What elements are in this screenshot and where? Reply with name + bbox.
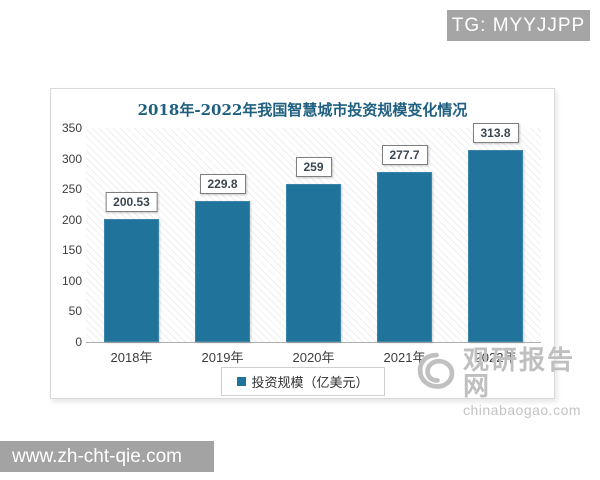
x-tick-label: 2021年 bbox=[383, 350, 426, 365]
bar-value-label: 259 bbox=[295, 156, 332, 177]
y-tick-label: 200 bbox=[61, 212, 82, 227]
site-banner: www.zh-cht-qie.com bbox=[0, 441, 214, 472]
x-tick-label: 2022年 bbox=[474, 350, 517, 365]
x-tick-label: 2018年 bbox=[110, 350, 153, 365]
y-tick-label: 100 bbox=[61, 273, 82, 288]
bar bbox=[468, 150, 523, 342]
y-tick-label: 300 bbox=[61, 151, 82, 166]
y-tick-label: 50 bbox=[68, 304, 82, 319]
y-tick-label: 0 bbox=[75, 335, 82, 349]
bar-value-label: 200.53 bbox=[105, 191, 158, 212]
bar bbox=[195, 201, 250, 342]
legend-label: 投资规模（亿美元） bbox=[251, 375, 369, 390]
y-axis: 0 50 100 150 200 250 300 350 bbox=[51, 122, 82, 348]
plot-area: 200.53 229.8 259 277.7 313.8 bbox=[86, 122, 541, 343]
tg-badge-text: TG: MYYJJPP bbox=[451, 14, 586, 36]
tg-badge: TG: MYYJJPP bbox=[447, 10, 590, 41]
chart-title: 2018年-2022年我国智慧城市投资规模变化情况 bbox=[137, 101, 468, 119]
watermark-domain: chinabaogao.com bbox=[463, 402, 582, 418]
bar bbox=[377, 172, 432, 342]
x-tick-label: 2019年 bbox=[201, 350, 244, 365]
x-axis: 2018年 2019年 2020年 2021年 2022年 bbox=[86, 347, 541, 365]
legend-swatch-icon bbox=[236, 377, 246, 386]
legend: 投资规模（亿美元） bbox=[220, 367, 385, 396]
chart-card: 2018年-2022年我国智慧城市投资规模变化情况 0 50 100 150 200 25… bbox=[50, 88, 555, 399]
bar-value-label: 313.8 bbox=[472, 122, 519, 143]
y-tick-label: 250 bbox=[61, 182, 82, 197]
y-tick-label: 150 bbox=[61, 243, 82, 258]
bar bbox=[286, 184, 341, 342]
bar bbox=[104, 219, 159, 342]
y-tick-label: 350 bbox=[61, 121, 82, 135]
bar-value-label: 277.7 bbox=[381, 144, 428, 165]
site-banner-text: www.zh-cht-qie.com bbox=[12, 445, 182, 467]
bar-value-label: 229.8 bbox=[199, 173, 246, 194]
x-tick-label: 2020年 bbox=[292, 350, 335, 365]
